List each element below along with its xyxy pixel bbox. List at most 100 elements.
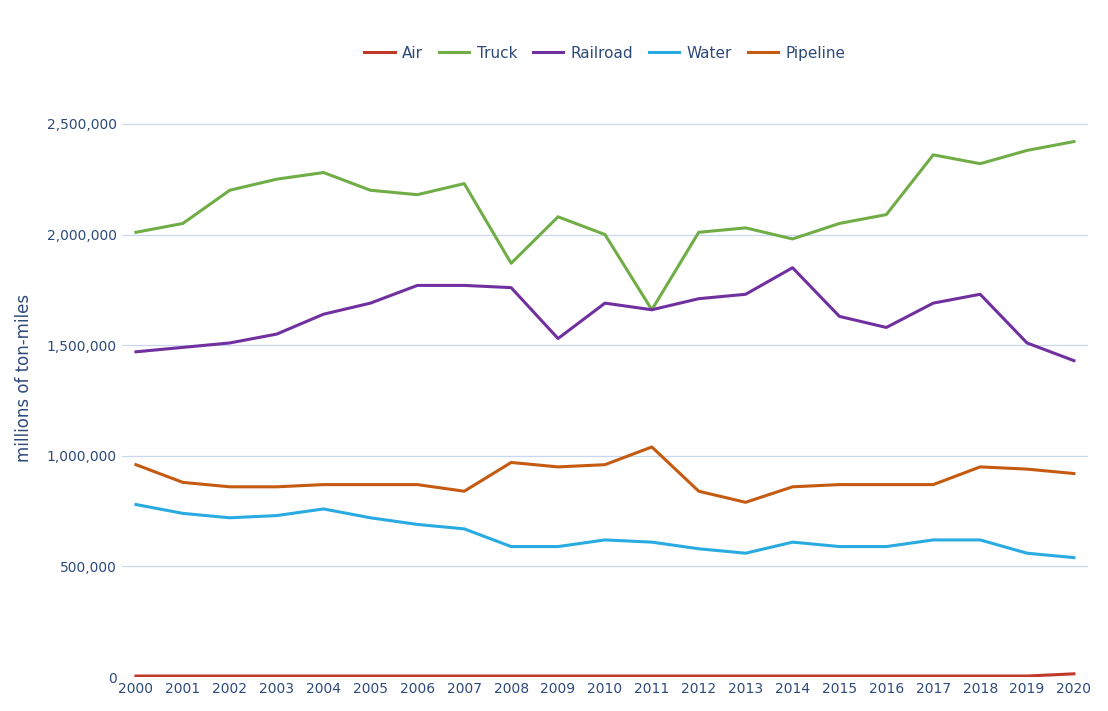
Truck — [739, 224, 752, 232]
Air — [926, 672, 940, 680]
Truck — [1020, 146, 1034, 155]
Railroad — [504, 284, 517, 292]
Truck — [363, 186, 377, 195]
Truck — [926, 151, 940, 159]
Air — [1067, 670, 1080, 678]
Truck — [458, 179, 471, 188]
Railroad — [130, 348, 143, 356]
Pipeline — [552, 463, 565, 471]
Pipeline — [645, 443, 658, 451]
Railroad — [926, 299, 940, 307]
Truck — [833, 219, 847, 228]
Pipeline — [1067, 469, 1080, 478]
Pipeline — [739, 498, 752, 506]
Railroad — [1067, 356, 1080, 365]
Railroad — [317, 310, 330, 319]
Railroad — [458, 281, 471, 289]
Water — [974, 535, 987, 544]
Pipeline — [270, 483, 284, 491]
Air — [645, 672, 658, 680]
Truck — [786, 235, 799, 243]
Truck — [1067, 137, 1080, 146]
Air — [270, 672, 284, 680]
Water — [880, 542, 893, 551]
Air — [692, 672, 706, 680]
Pipeline — [458, 487, 471, 496]
Pipeline — [880, 481, 893, 489]
Pipeline — [692, 487, 706, 496]
Railroad — [223, 338, 236, 347]
Water — [645, 538, 658, 547]
Pipeline — [598, 461, 612, 469]
Railroad — [786, 264, 799, 272]
Air — [504, 672, 517, 680]
Pipeline — [130, 461, 143, 469]
Air — [458, 672, 471, 680]
Air — [363, 672, 377, 680]
Line: Water: Water — [136, 505, 1074, 557]
Air — [317, 672, 330, 680]
Railroad — [645, 306, 658, 314]
Water — [130, 501, 143, 509]
Truck — [552, 213, 565, 221]
Air — [1020, 672, 1034, 680]
Truck — [130, 228, 143, 237]
Water — [176, 509, 189, 518]
Water — [692, 545, 706, 553]
Water — [504, 542, 517, 551]
Water — [786, 538, 799, 547]
Railroad — [692, 294, 706, 303]
Railroad — [1020, 338, 1034, 347]
Water — [317, 505, 330, 513]
Truck — [223, 186, 236, 195]
Truck — [411, 191, 424, 199]
Pipeline — [833, 481, 847, 489]
Air — [739, 672, 752, 680]
Air — [552, 672, 565, 680]
Air — [974, 672, 987, 680]
Air — [598, 672, 612, 680]
Railroad — [880, 324, 893, 332]
Truck — [176, 219, 189, 228]
Pipeline — [363, 481, 377, 489]
Line: Railroad: Railroad — [136, 268, 1074, 360]
Railroad — [598, 299, 612, 307]
Water — [1020, 549, 1034, 557]
Truck — [270, 175, 284, 183]
Water — [411, 520, 424, 529]
Railroad — [552, 334, 565, 343]
Truck — [692, 228, 706, 237]
Truck — [317, 169, 330, 177]
Water — [926, 535, 940, 544]
Pipeline — [223, 483, 236, 491]
Railroad — [739, 290, 752, 299]
Truck — [598, 230, 612, 239]
Water — [739, 549, 752, 557]
Water — [552, 542, 565, 551]
Pipeline — [176, 478, 189, 486]
Water — [363, 513, 377, 522]
Truck — [645, 306, 658, 314]
Legend: Air, Truck, Railroad, Water, Pipeline: Air, Truck, Railroad, Water, Pipeline — [358, 39, 852, 67]
Water — [1067, 553, 1080, 562]
Pipeline — [504, 458, 517, 466]
Water — [223, 513, 236, 522]
Railroad — [363, 299, 377, 307]
Railroad — [176, 343, 189, 352]
Air — [880, 672, 893, 680]
Pipeline — [974, 463, 987, 471]
Pipeline — [1020, 465, 1034, 474]
Water — [458, 525, 471, 533]
Railroad — [270, 330, 284, 338]
Air — [223, 672, 236, 680]
Water — [833, 542, 847, 551]
Pipeline — [786, 483, 799, 491]
Railroad — [833, 312, 847, 321]
Air — [833, 672, 847, 680]
Y-axis label: millions of ton-miles: millions of ton-miles — [16, 294, 33, 462]
Truck — [880, 210, 893, 219]
Air — [786, 672, 799, 680]
Air — [411, 672, 424, 680]
Truck — [504, 259, 517, 267]
Water — [598, 535, 612, 544]
